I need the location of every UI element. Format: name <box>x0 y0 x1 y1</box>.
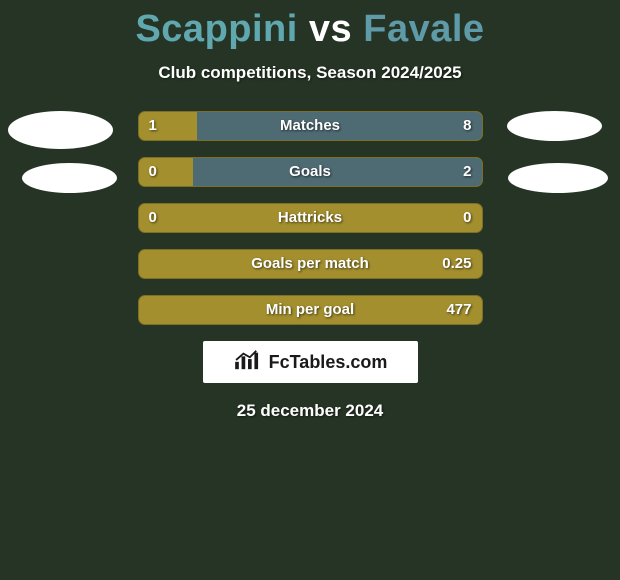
player2-avatar-placeholder <box>507 111 602 141</box>
stat-right-value: 477 <box>436 296 481 324</box>
bar-chart-icon <box>233 349 263 376</box>
stat-right-value: 8 <box>453 112 481 140</box>
season-subtitle: Club competitions, Season 2024/2025 <box>0 63 620 83</box>
player1-name: Scappini <box>135 8 297 50</box>
player2-name: Favale <box>363 8 484 50</box>
stat-bars: 1 Matches 8 0 Goals 2 0 Hattricks 0 Goal… <box>138 111 483 325</box>
brand-badge[interactable]: FcTables.com <box>203 341 418 383</box>
stat-row-hattricks: 0 Hattricks 0 <box>138 203 483 233</box>
stat-right-value: 0 <box>453 204 481 232</box>
player2-avatar-placeholder-2 <box>508 163 608 193</box>
stat-row-matches: 1 Matches 8 <box>138 111 483 141</box>
stat-right-value: 0.25 <box>432 250 481 278</box>
stat-label: Matches <box>139 112 482 140</box>
stats-chart: 1 Matches 8 0 Goals 2 0 Hattricks 0 Goal… <box>0 111 620 325</box>
stat-label: Goals <box>139 158 482 186</box>
stat-label: Goals per match <box>139 250 482 278</box>
stat-row-goals-per-match: Goals per match 0.25 <box>138 249 483 279</box>
stat-label: Min per goal <box>139 296 482 324</box>
vs-text: vs <box>309 8 352 50</box>
comparison-title: Scappini vs Favale <box>0 0 620 51</box>
stat-row-min-per-goal: Min per goal 477 <box>138 295 483 325</box>
stat-right-value: 2 <box>453 158 481 186</box>
snapshot-date: 25 december 2024 <box>0 401 620 421</box>
player1-avatar-placeholder-2 <box>22 163 117 193</box>
player1-avatar-placeholder <box>8 111 113 149</box>
stat-row-goals: 0 Goals 2 <box>138 157 483 187</box>
stat-label: Hattricks <box>139 204 482 232</box>
brand-text: FcTables.com <box>269 352 388 373</box>
